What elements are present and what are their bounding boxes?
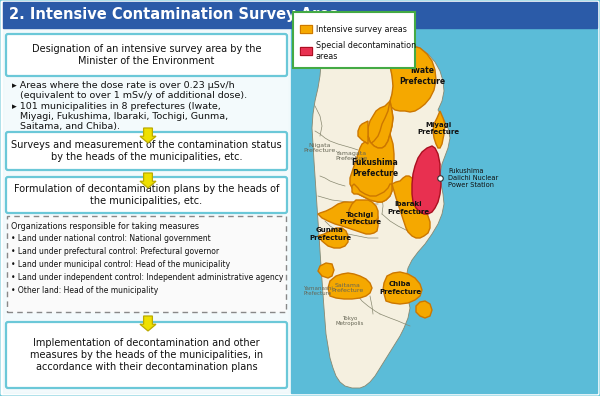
Text: Yamanashi
Prefecture: Yamanashi Prefecture	[303, 286, 333, 296]
Bar	[300, 25, 312, 33]
Text: Special decontamination
areas: Special decontamination areas	[316, 41, 416, 61]
Polygon shape	[392, 176, 430, 238]
Text: Niigata
Prefecture: Niigata Prefecture	[304, 143, 336, 153]
Text: Fukushima
Prefecture: Fukushima Prefecture	[352, 158, 398, 178]
Text: Tochigi
Prefecture: Tochigi Prefecture	[339, 211, 381, 225]
Text: Organizations responsible for taking measures: Organizations responsible for taking mea…	[11, 222, 199, 231]
Text: Intensive survey areas: Intensive survey areas	[316, 25, 407, 34]
Bar	[300, 47, 312, 55]
FancyBboxPatch shape	[293, 12, 415, 68]
Bar	[3, 2, 597, 28]
Polygon shape	[140, 316, 156, 331]
Text: Tokyo
Metropolis: Tokyo Metropolis	[336, 316, 364, 326]
FancyBboxPatch shape	[6, 177, 287, 213]
Text: • Other land: Head of the municipality: • Other land: Head of the municipality	[11, 286, 158, 295]
Polygon shape	[412, 146, 441, 214]
Polygon shape	[318, 202, 378, 234]
Text: 2. Intensive Contamination Survey Area: 2. Intensive Contamination Survey Area	[9, 8, 339, 23]
Text: Miyagi
Prefecture: Miyagi Prefecture	[417, 122, 459, 135]
Polygon shape	[368, 101, 393, 148]
Text: Saitama, and Chiba).: Saitama, and Chiba).	[20, 122, 120, 131]
Polygon shape	[390, 44, 436, 112]
Polygon shape	[349, 200, 378, 224]
Text: Surveys and measurement of the contamination status
by the heads of the municipa: Surveys and measurement of the contamina…	[11, 140, 282, 162]
Polygon shape	[352, 184, 392, 202]
Polygon shape	[416, 301, 432, 318]
FancyBboxPatch shape	[6, 34, 287, 76]
Text: • Land under prefectural control: Prefectural governor: • Land under prefectural control: Prefec…	[11, 247, 219, 256]
Text: Formulation of decontamination plans by the heads of
the municipalities, etc.: Formulation of decontamination plans by …	[14, 184, 279, 206]
Polygon shape	[358, 101, 393, 148]
Polygon shape	[318, 263, 334, 278]
Polygon shape	[383, 272, 422, 304]
Polygon shape	[312, 31, 450, 388]
Text: ▸ Areas where the dose rate is over 0.23 μSv/h: ▸ Areas where the dose rate is over 0.23…	[12, 81, 235, 90]
Bar	[3, 29, 289, 393]
Polygon shape	[318, 228, 348, 248]
Text: Implementation of decontamination and other
measures by the heads of the municip: Implementation of decontamination and ot…	[30, 339, 263, 371]
Text: Miyagi, Fukushima, Ibaraki, Tochigi, Gunma,: Miyagi, Fukushima, Ibaraki, Tochigi, Gun…	[20, 112, 228, 121]
Text: • Land under independent control: Independent administrative agency: • Land under independent control: Indepe…	[11, 273, 283, 282]
Text: • Land under municipal control: Head of the municipality: • Land under municipal control: Head of …	[11, 260, 230, 269]
Text: (equivalent to over 1 mSv/y of additional dose).: (equivalent to over 1 mSv/y of additiona…	[20, 91, 247, 100]
Polygon shape	[140, 173, 156, 188]
Polygon shape	[328, 273, 372, 299]
Text: Yamagata
Prefecture: Yamagata Prefecture	[336, 150, 368, 162]
Bar	[291, 29, 597, 393]
FancyBboxPatch shape	[6, 132, 287, 170]
FancyBboxPatch shape	[6, 322, 287, 388]
Polygon shape	[140, 128, 156, 143]
Text: Gunma
Prefecture: Gunma Prefecture	[309, 227, 351, 240]
Text: ▸ 101 municipalities in 8 prefectures (Iwate,: ▸ 101 municipalities in 8 prefectures (I…	[12, 102, 221, 111]
Text: • Land under national control: National government: • Land under national control: National …	[11, 234, 211, 243]
Text: Chiba
Prefecture: Chiba Prefecture	[379, 282, 421, 295]
Polygon shape	[433, 111, 445, 148]
Text: Iwate
Prefecture: Iwate Prefecture	[399, 66, 445, 86]
Text: Ibaraki
Prefecture: Ibaraki Prefecture	[387, 202, 429, 215]
Polygon shape	[350, 134, 394, 202]
Text: Fukushima
Daiichi Nuclear
Power Station: Fukushima Daiichi Nuclear Power Station	[448, 168, 498, 188]
Text: Saitama
Prefecture: Saitama Prefecture	[332, 283, 364, 293]
Text: Designation of an intensive survey area by the
Minister of the Environment: Designation of an intensive survey area …	[32, 44, 261, 66]
FancyBboxPatch shape	[7, 216, 286, 312]
